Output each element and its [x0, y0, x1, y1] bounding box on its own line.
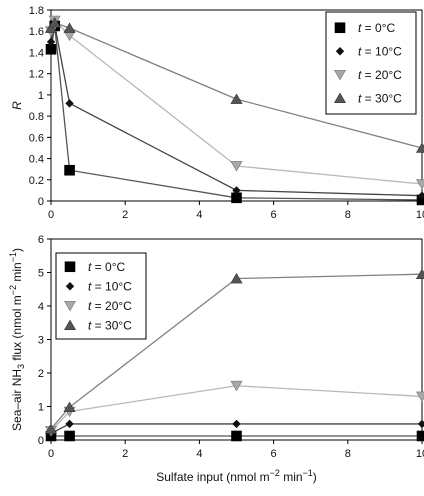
- y-tick-label: 1.8: [29, 5, 44, 17]
- x-axis-ticks: 0 2 4 6 8 10: [48, 201, 424, 221]
- y-axis-ticks: 0 1 2 3 4 5 6: [38, 234, 51, 447]
- y-tick-label: 0.8: [29, 111, 44, 123]
- y-tick-label: 6: [38, 234, 44, 246]
- y-tick-label: 5: [38, 268, 44, 280]
- data-point-square: [65, 431, 75, 441]
- legend-label: t = 20°C: [358, 68, 402, 82]
- y-tick-label: 1.2: [29, 69, 44, 81]
- y-axis-label: R: [10, 101, 24, 110]
- legend-label: t = 10°C: [358, 44, 402, 58]
- legend: t = 0°C t = 10°C t = 20°C t = 30°C: [326, 12, 416, 114]
- x-axis-ticks: 0 2 4 6 8 10: [48, 440, 424, 460]
- y-tick-label: 0: [38, 196, 44, 208]
- x-tick-label: 10: [416, 448, 424, 460]
- legend-label: t = 0°C: [88, 260, 125, 274]
- data-point-diamond: [65, 99, 73, 107]
- data-point-triangle-up: [231, 94, 242, 104]
- y-tick-label: 1: [38, 90, 44, 102]
- y-tick-label: 0.2: [29, 175, 44, 187]
- top-panel: 0 2 4 6 8 10 0 0.2 0.4 0.6 0.8 1 1.2 1.4 1.6 1.8 t = 0°C…: [10, 5, 424, 221]
- y-tick-label: 2: [38, 368, 44, 380]
- data-point-triangle-up: [64, 23, 75, 32]
- legend-label: t = 20°C: [88, 299, 132, 313]
- data-point-triangle-down: [417, 180, 424, 190]
- data-point-triangle-up: [417, 143, 424, 153]
- bottom-panel: 02468100123456t = 0°Ct = 10°Ct = 20°Ct =…: [8, 234, 424, 484]
- data-point-square: [417, 431, 424, 441]
- legend-label: t = 10°C: [88, 279, 132, 293]
- x-tick-label: 4: [196, 209, 202, 221]
- y-tick-label: 0.6: [29, 132, 44, 144]
- x-tick-label: 6: [271, 209, 277, 221]
- x-tick-label: 4: [196, 448, 202, 460]
- y-tick-label: 3: [38, 335, 44, 347]
- legend-marker-square: [335, 23, 345, 33]
- data-point-diamond: [65, 420, 73, 428]
- data-point-diamond: [232, 420, 240, 428]
- x-tick-label: 8: [345, 209, 351, 221]
- legend-label: t = 30°C: [358, 91, 402, 105]
- x-tick-label: 8: [345, 448, 351, 460]
- legend: t = 0°C t = 10°C t = 20°C t = 30°C: [56, 253, 146, 339]
- x-tick-label: 10: [416, 209, 424, 221]
- x-axis-label: Sulfate input (nmol m−2 min−1): [156, 468, 317, 484]
- data-point-square: [232, 431, 242, 441]
- y-tick-label: 1: [38, 402, 44, 414]
- data-point-square: [65, 165, 75, 175]
- y-tick-label: 1.4: [29, 47, 44, 59]
- data-point-diamond: [418, 420, 424, 428]
- x-tick-label: 0: [48, 209, 54, 221]
- y-axis-label: Sea–air NH3 flux (nmol m−2 min−1): [8, 248, 26, 431]
- legend-label: t = 0°C: [358, 21, 395, 35]
- y-tick-label: 0.4: [29, 154, 44, 166]
- legend-label: t = 30°C: [88, 318, 132, 332]
- x-tick-label: 2: [122, 448, 128, 460]
- y-tick-label: 0: [38, 435, 44, 447]
- x-tick-label: 2: [122, 209, 128, 221]
- x-tick-label: 0: [48, 448, 54, 460]
- y-tick-label: 4: [38, 301, 44, 313]
- y-axis-ticks: 0 0.2 0.4 0.6 0.8 1 1.2 1.4 1.6 1.8: [29, 5, 51, 208]
- y-tick-label: 1.6: [29, 26, 44, 38]
- x-tick-label: 6: [271, 448, 277, 460]
- legend-marker-square: [65, 262, 75, 272]
